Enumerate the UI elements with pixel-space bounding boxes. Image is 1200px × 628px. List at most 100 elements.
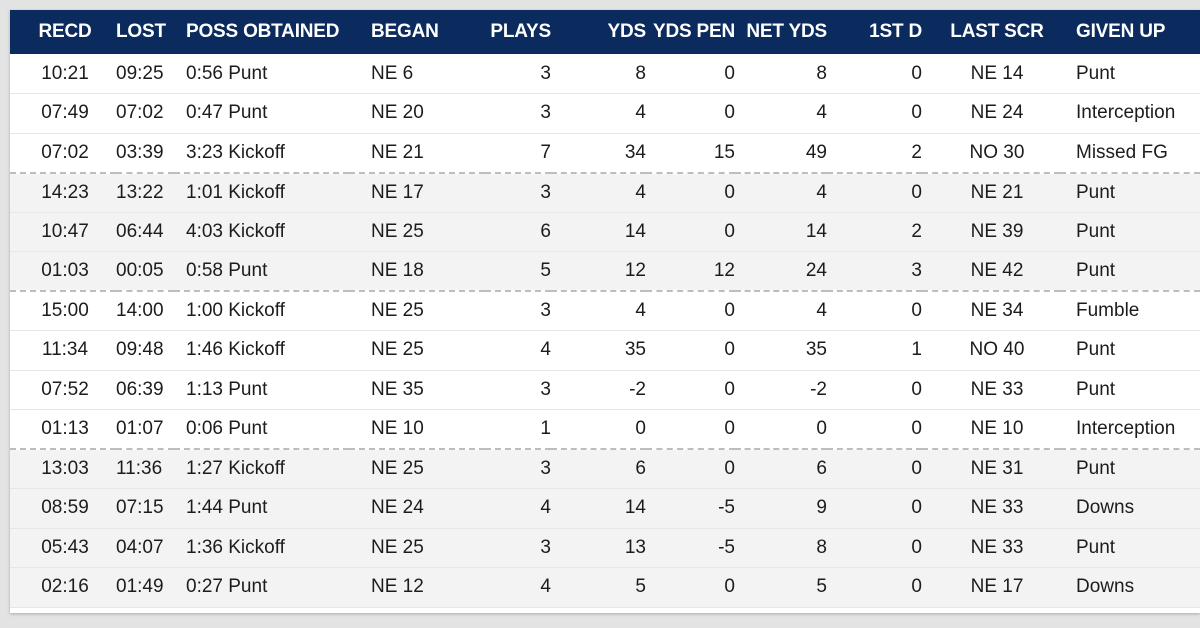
cell-recd: 07:02 <box>41 141 89 163</box>
cell-lost: 01:07 <box>116 418 164 439</box>
cell-net-yds: 49 <box>805 141 827 163</box>
cell-began: NE 25 <box>349 290 485 331</box>
column-header-poss-obtained[interactable]: POSS OBTAINED <box>186 21 340 42</box>
column-header-yds[interactable]: YDS <box>607 21 647 42</box>
cell-lost: 07:15 <box>116 497 164 519</box>
cell-poss-obtained: 0:47 Punt <box>186 102 268 124</box>
table-row: 08:59 07:15 1:44 Punt NE 24 4 14 -5 9 0 … <box>10 488 1200 528</box>
cell-lost: 06:44 <box>116 220 164 242</box>
cell-given-up: Downs <box>1076 497 1135 519</box>
cell-recd: 08:59 <box>41 497 89 519</box>
cell-recd: 10:47 <box>41 220 89 242</box>
cell-recd: 01:03 <box>41 260 89 281</box>
cell-given-up: Punt <box>1076 378 1116 400</box>
cell-plays: 3 <box>485 290 551 331</box>
column-header-yds-pen[interactable]: YDS PEN <box>652 21 735 42</box>
cell-yds: 13 <box>624 536 646 558</box>
cell-plays: 1 <box>540 418 551 439</box>
cell-yds: 4 <box>635 102 646 124</box>
table-row: 10:47 06:44 4:03 Kickoff NE 25 6 14 0 14… <box>10 212 1200 252</box>
cell-poss-obtained: 4:03 Kickoff <box>186 220 285 242</box>
cell-lost: 07:02 <box>116 102 164 124</box>
cell-yds-pen: 0 <box>646 290 735 331</box>
cell-net-yds: 5 <box>816 576 827 598</box>
cell-first-downs: 2 <box>911 141 922 163</box>
cell-given-up: Punt <box>1060 448 1200 489</box>
cell-yds: 8 <box>635 62 646 84</box>
cell-net-yds: 8 <box>816 536 827 558</box>
column-header-recd[interactable]: RECD <box>38 21 92 42</box>
cell-net-yds: -2 <box>810 378 827 400</box>
cell-given-up: Punt <box>1076 260 1116 281</box>
cell-last-scr: NO 30 <box>969 141 1025 163</box>
table-row: 10:21 09:25 0:56 Punt NE 6 3 8 0 8 0 NE … <box>10 54 1200 94</box>
cell-poss-obtained: 0:58 Punt <box>186 260 268 281</box>
cell-plays: 5 <box>540 260 551 281</box>
table-row: 07:02 03:39 3:23 Kickoff NE 21 7 34 15 4… <box>10 133 1200 173</box>
cell-first-downs: 0 <box>827 171 922 212</box>
cell-last-scr: NE 33 <box>970 536 1024 558</box>
cell-yds: 35 <box>624 339 646 361</box>
cell-yds-pen: 0 <box>724 378 735 400</box>
table-row: 13:03 11:36 1:27 Kickoff NE 25 3 6 0 6 0… <box>10 448 1200 489</box>
cell-yds-pen: 0 <box>724 576 735 598</box>
cell-net-yds: 0 <box>816 418 827 439</box>
cell-given-up: Downs <box>1076 576 1135 598</box>
cell-recd: 07:52 <box>41 378 89 400</box>
column-header-net-yds[interactable]: NET YDS <box>746 21 827 42</box>
cell-first-downs: 0 <box>911 497 922 519</box>
cell-yds-pen: 0 <box>646 171 735 212</box>
cell-lost: 13:22 <box>116 171 174 212</box>
cell-first-downs: 0 <box>911 576 922 598</box>
cell-first-downs: 3 <box>911 260 922 281</box>
cell-last-scr: NE 31 <box>922 448 1060 489</box>
cell-yds-pen: 0 <box>724 62 735 84</box>
cell-yds-pen: 12 <box>713 260 735 281</box>
table-row: 02:16 01:49 0:27 Punt NE 12 4 5 0 5 0 NE… <box>10 567 1200 607</box>
table-header-row: RECD LOST POSS OBTAINED BEGAN PLAYS YDS … <box>10 10 1200 54</box>
cell-last-scr: NO 40 <box>969 339 1025 361</box>
drive-chart-panel: RECD LOST POSS OBTAINED BEGAN PLAYS YDS … <box>10 10 1200 613</box>
cell-plays: 3 <box>540 102 551 124</box>
cell-lost: 03:39 <box>116 141 164 163</box>
drive-chart-table: RECD LOST POSS OBTAINED BEGAN PLAYS YDS … <box>10 10 1200 608</box>
cell-last-scr: NE 34 <box>922 290 1060 331</box>
cell-yds-pen: -5 <box>718 497 735 519</box>
column-header-lost[interactable]: LOST <box>116 21 166 42</box>
cell-yds-pen: 15 <box>713 141 735 163</box>
cell-lost: 04:07 <box>116 536 164 558</box>
table-row: 15:00 14:00 1:00 Kickoff NE 25 3 4 0 4 0… <box>10 290 1200 331</box>
cell-yds-pen: 0 <box>646 448 735 489</box>
cell-poss-obtained: 1:13 Punt <box>186 378 268 400</box>
cell-recd: 07:49 <box>41 102 89 124</box>
cell-last-scr: NE 24 <box>970 102 1024 124</box>
column-header-given-up[interactable]: GIVEN UP <box>1076 21 1166 42</box>
cell-first-downs: 0 <box>827 448 922 489</box>
cell-poss-obtained: 1:00 Kickoff <box>174 290 349 331</box>
cell-yds: 12 <box>624 260 646 281</box>
cell-recd: 05:43 <box>41 536 89 558</box>
cell-yds-pen: 0 <box>724 220 735 242</box>
column-header-last-scr[interactable]: LAST SCR <box>950 21 1044 42</box>
cell-last-scr: NE 39 <box>970 220 1024 242</box>
cell-first-downs: 1 <box>911 339 922 361</box>
cell-poss-obtained: 0:06 Punt <box>186 418 268 439</box>
cell-poss-obtained: 1:46 Kickoff <box>186 339 285 361</box>
cell-plays: 6 <box>540 220 551 242</box>
column-header-began[interactable]: BEGAN <box>371 21 439 42</box>
table-row: 07:52 06:39 1:13 Punt NE 35 3 -2 0 -2 0 … <box>10 370 1200 410</box>
column-header-plays[interactable]: PLAYS <box>490 21 551 42</box>
cell-poss-obtained: 0:27 Punt <box>186 576 268 598</box>
cell-first-downs: 0 <box>911 62 922 84</box>
cell-plays: 3 <box>485 448 551 489</box>
drive-rows: 10:21 09:25 0:56 Punt NE 6 3 8 0 8 0 NE … <box>10 54 1200 607</box>
cell-last-scr: NE 33 <box>970 497 1024 519</box>
cell-poss-obtained: 1:44 Punt <box>186 497 268 519</box>
cell-began: NE 12 <box>371 576 424 598</box>
table-row: 11:34 09:48 1:46 Kickoff NE 25 4 35 0 35… <box>10 330 1200 370</box>
cell-recd: 02:16 <box>41 576 89 598</box>
cell-plays: 3 <box>540 62 551 84</box>
cell-yds: 6 <box>551 448 646 489</box>
column-header-first-downs[interactable]: 1ST D <box>869 21 922 42</box>
cell-last-scr: NE 21 <box>922 171 1060 212</box>
